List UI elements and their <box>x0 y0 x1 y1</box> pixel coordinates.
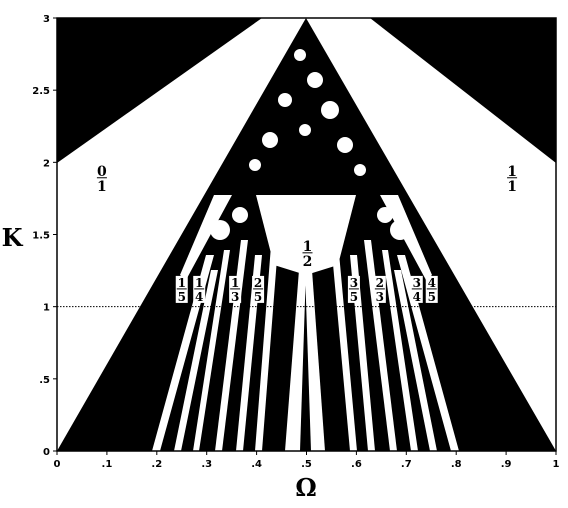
region-label-denominator: 1 <box>507 179 517 195</box>
region-label-denominator: 3 <box>231 290 239 304</box>
region-label-1-1: 11 <box>507 164 518 195</box>
x-tick-label: .8 <box>451 459 462 470</box>
x-tick-label: .4 <box>251 459 262 470</box>
top-right-corner-region <box>370 18 556 163</box>
y-tick-label: 0 <box>43 447 50 458</box>
x-tick-label: .5 <box>301 459 312 470</box>
region-label-numerator: 1 <box>303 239 313 255</box>
region-label-denominator: 4 <box>195 290 203 304</box>
region-label-4-5: 45 <box>425 275 438 304</box>
region-label-numerator: 0 <box>97 164 107 180</box>
region-label-denominator: 5 <box>254 290 262 304</box>
region-label-numerator: 1 <box>178 276 186 290</box>
x-tick-label: .9 <box>501 459 512 470</box>
region-label-numerator: 1 <box>195 276 203 290</box>
region-label-numerator: 4 <box>428 276 436 290</box>
region-label-denominator: 4 <box>413 290 421 304</box>
y-tick-label: .5 <box>39 375 50 386</box>
y-axis-ticks: 0 .5 1 1.5 2 2.5 3 <box>32 14 57 458</box>
top-left-corner-region <box>57 18 262 163</box>
x-tick-label: 1 <box>553 459 560 470</box>
y-tick-label: 2 <box>43 158 50 169</box>
region-label-numerator: 1 <box>231 276 239 290</box>
region-label-2-5: 25 <box>252 275 265 304</box>
region-label-denominator: 3 <box>376 290 384 304</box>
region-label-1-3: 13 <box>229 275 242 304</box>
x-tick-label: .3 <box>201 459 212 470</box>
y-tick-label: 2.5 <box>32 86 50 97</box>
region-label-numerator: 1 <box>507 164 517 180</box>
half-region <box>256 195 356 275</box>
y-tick-label: 3 <box>43 14 50 25</box>
region-label-1-5: 15 <box>175 275 188 304</box>
x-axis-ticks: 0 .1 .2 .3 .4 .5 .6 .7 .8 .9 1 <box>54 451 560 470</box>
region-label-denominator: 5 <box>428 290 436 304</box>
region-label-numerator: 2 <box>254 276 262 290</box>
y-tick-label: 1.5 <box>32 231 50 242</box>
region-label-1-4: 14 <box>193 275 206 304</box>
region-label-1-2: 12 <box>302 239 313 270</box>
x-tick-label: .7 <box>401 459 412 470</box>
x-tick-label: .2 <box>151 459 162 470</box>
region-label-numerator: 3 <box>350 276 358 290</box>
x-tick-label: .6 <box>351 459 362 470</box>
region-label-0-1: 01 <box>96 164 107 195</box>
x-tick-label: .1 <box>102 459 113 470</box>
region-label-3-5: 35 <box>347 275 360 304</box>
region-label-numerator: 3 <box>413 276 421 290</box>
x-tick-label: 0 <box>54 459 61 470</box>
region-label-denominator: 5 <box>350 290 358 304</box>
region-label-denominator: 5 <box>178 290 186 304</box>
region-label-denominator: 1 <box>97 179 107 195</box>
x-axis-label: Ω <box>295 473 316 502</box>
region-label-numerator: 2 <box>376 276 384 290</box>
region-label-2-3: 23 <box>373 275 386 304</box>
y-axis-label: K <box>2 223 24 252</box>
region-label-denominator: 2 <box>303 254 313 270</box>
region-label-3-4: 34 <box>410 275 423 304</box>
y-tick-label: 1 <box>43 303 50 314</box>
